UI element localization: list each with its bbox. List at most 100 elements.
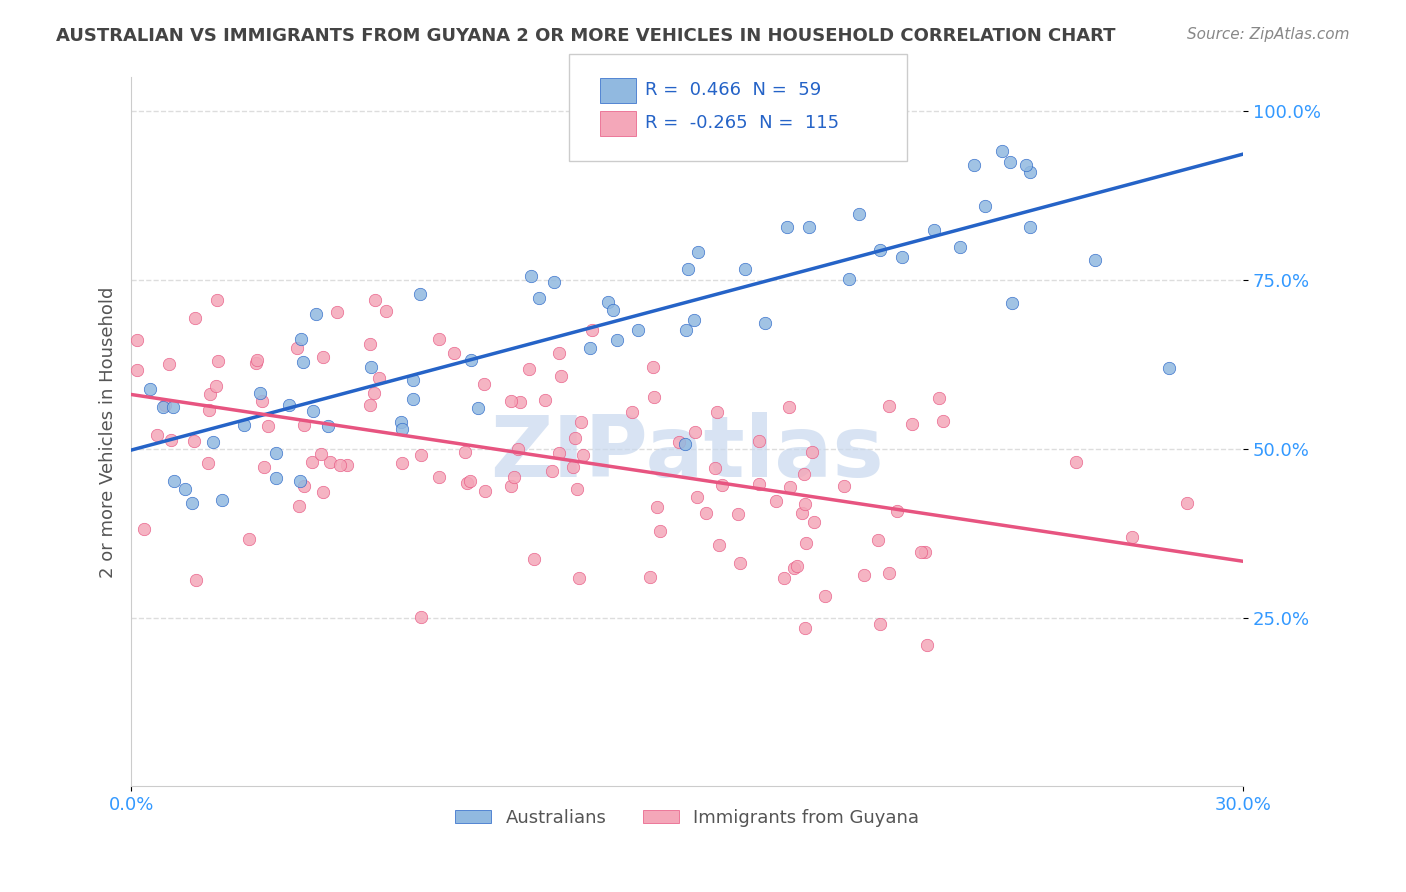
Point xyxy=(673,437,696,451)
Point xyxy=(460,352,482,367)
Point xyxy=(754,316,776,330)
Point xyxy=(550,368,572,383)
Point xyxy=(207,293,229,308)
Point xyxy=(454,445,477,459)
Point xyxy=(707,538,730,552)
Point xyxy=(233,417,256,432)
Point xyxy=(257,418,280,433)
Point xyxy=(292,418,315,433)
Point xyxy=(139,382,162,396)
Point xyxy=(360,359,382,374)
Point xyxy=(786,559,808,574)
Point xyxy=(152,400,174,414)
Point xyxy=(541,464,564,478)
Point xyxy=(501,479,523,493)
Point xyxy=(562,459,585,474)
Text: ZIPatlas: ZIPatlas xyxy=(491,412,884,495)
Point xyxy=(200,386,222,401)
Point xyxy=(922,223,945,237)
Point xyxy=(250,394,273,409)
Point xyxy=(1001,296,1024,310)
Point xyxy=(207,354,229,368)
Point xyxy=(287,500,309,514)
Point xyxy=(523,552,546,566)
Point xyxy=(305,307,328,321)
Point xyxy=(547,446,569,460)
Point xyxy=(204,379,226,393)
Point xyxy=(316,418,339,433)
Point xyxy=(180,496,202,510)
Point xyxy=(648,524,671,538)
Text: AUSTRALIAN VS IMMIGRANTS FROM GUYANA 2 OR MORE VEHICLES IN HOUSEHOLD CORRELATION: AUSTRALIAN VS IMMIGRANTS FROM GUYANA 2 O… xyxy=(56,27,1116,45)
Point xyxy=(211,492,233,507)
Point xyxy=(472,377,495,392)
Point xyxy=(174,483,197,497)
Point xyxy=(638,569,661,583)
Point xyxy=(869,617,891,632)
Legend: Australians, Immigrants from Guyana: Australians, Immigrants from Guyana xyxy=(449,802,927,834)
Point xyxy=(675,323,697,337)
Point xyxy=(290,332,312,346)
Point xyxy=(928,391,950,405)
Point xyxy=(877,399,900,413)
Point xyxy=(643,390,665,404)
Point xyxy=(643,359,665,374)
Point xyxy=(852,568,875,582)
Point xyxy=(391,456,413,470)
Point xyxy=(710,478,733,492)
Point xyxy=(409,448,432,462)
Point xyxy=(728,557,751,571)
Point xyxy=(359,398,381,412)
Point xyxy=(564,431,586,445)
Point xyxy=(527,291,550,305)
Point xyxy=(288,474,311,488)
Point xyxy=(508,442,530,456)
Point xyxy=(197,456,219,470)
Point xyxy=(389,415,412,429)
Point xyxy=(1177,496,1199,510)
Point xyxy=(974,199,997,213)
Point xyxy=(246,353,269,368)
Point xyxy=(1015,158,1038,172)
Point xyxy=(1157,360,1180,375)
Point xyxy=(517,362,540,376)
Point xyxy=(245,356,267,370)
Point xyxy=(1018,219,1040,234)
Point xyxy=(765,494,787,508)
Point xyxy=(779,480,801,494)
Point xyxy=(914,544,936,558)
Point xyxy=(686,490,709,504)
Point xyxy=(329,458,352,472)
Point xyxy=(949,239,972,253)
Point xyxy=(734,261,756,276)
Point xyxy=(596,295,619,310)
Point xyxy=(886,504,908,518)
Point xyxy=(910,545,932,559)
Point xyxy=(834,478,856,492)
Point xyxy=(309,447,332,461)
Point xyxy=(291,355,314,369)
Point xyxy=(458,474,481,488)
Point xyxy=(312,484,335,499)
Point xyxy=(990,145,1012,159)
Point xyxy=(157,357,180,371)
Point xyxy=(1064,455,1087,469)
Point xyxy=(402,373,425,387)
Point xyxy=(264,446,287,460)
Point xyxy=(409,610,432,624)
Point xyxy=(184,573,207,587)
Point xyxy=(932,414,955,428)
Point xyxy=(794,535,817,549)
Point xyxy=(803,515,825,529)
Point xyxy=(134,522,156,536)
Point xyxy=(799,220,821,235)
Point xyxy=(402,392,425,406)
Point xyxy=(409,287,432,301)
Point xyxy=(1018,165,1040,179)
Point xyxy=(427,332,450,346)
Point xyxy=(198,403,221,417)
Point xyxy=(814,589,837,603)
Point xyxy=(264,471,287,485)
Point xyxy=(748,434,770,448)
Point xyxy=(533,393,555,408)
